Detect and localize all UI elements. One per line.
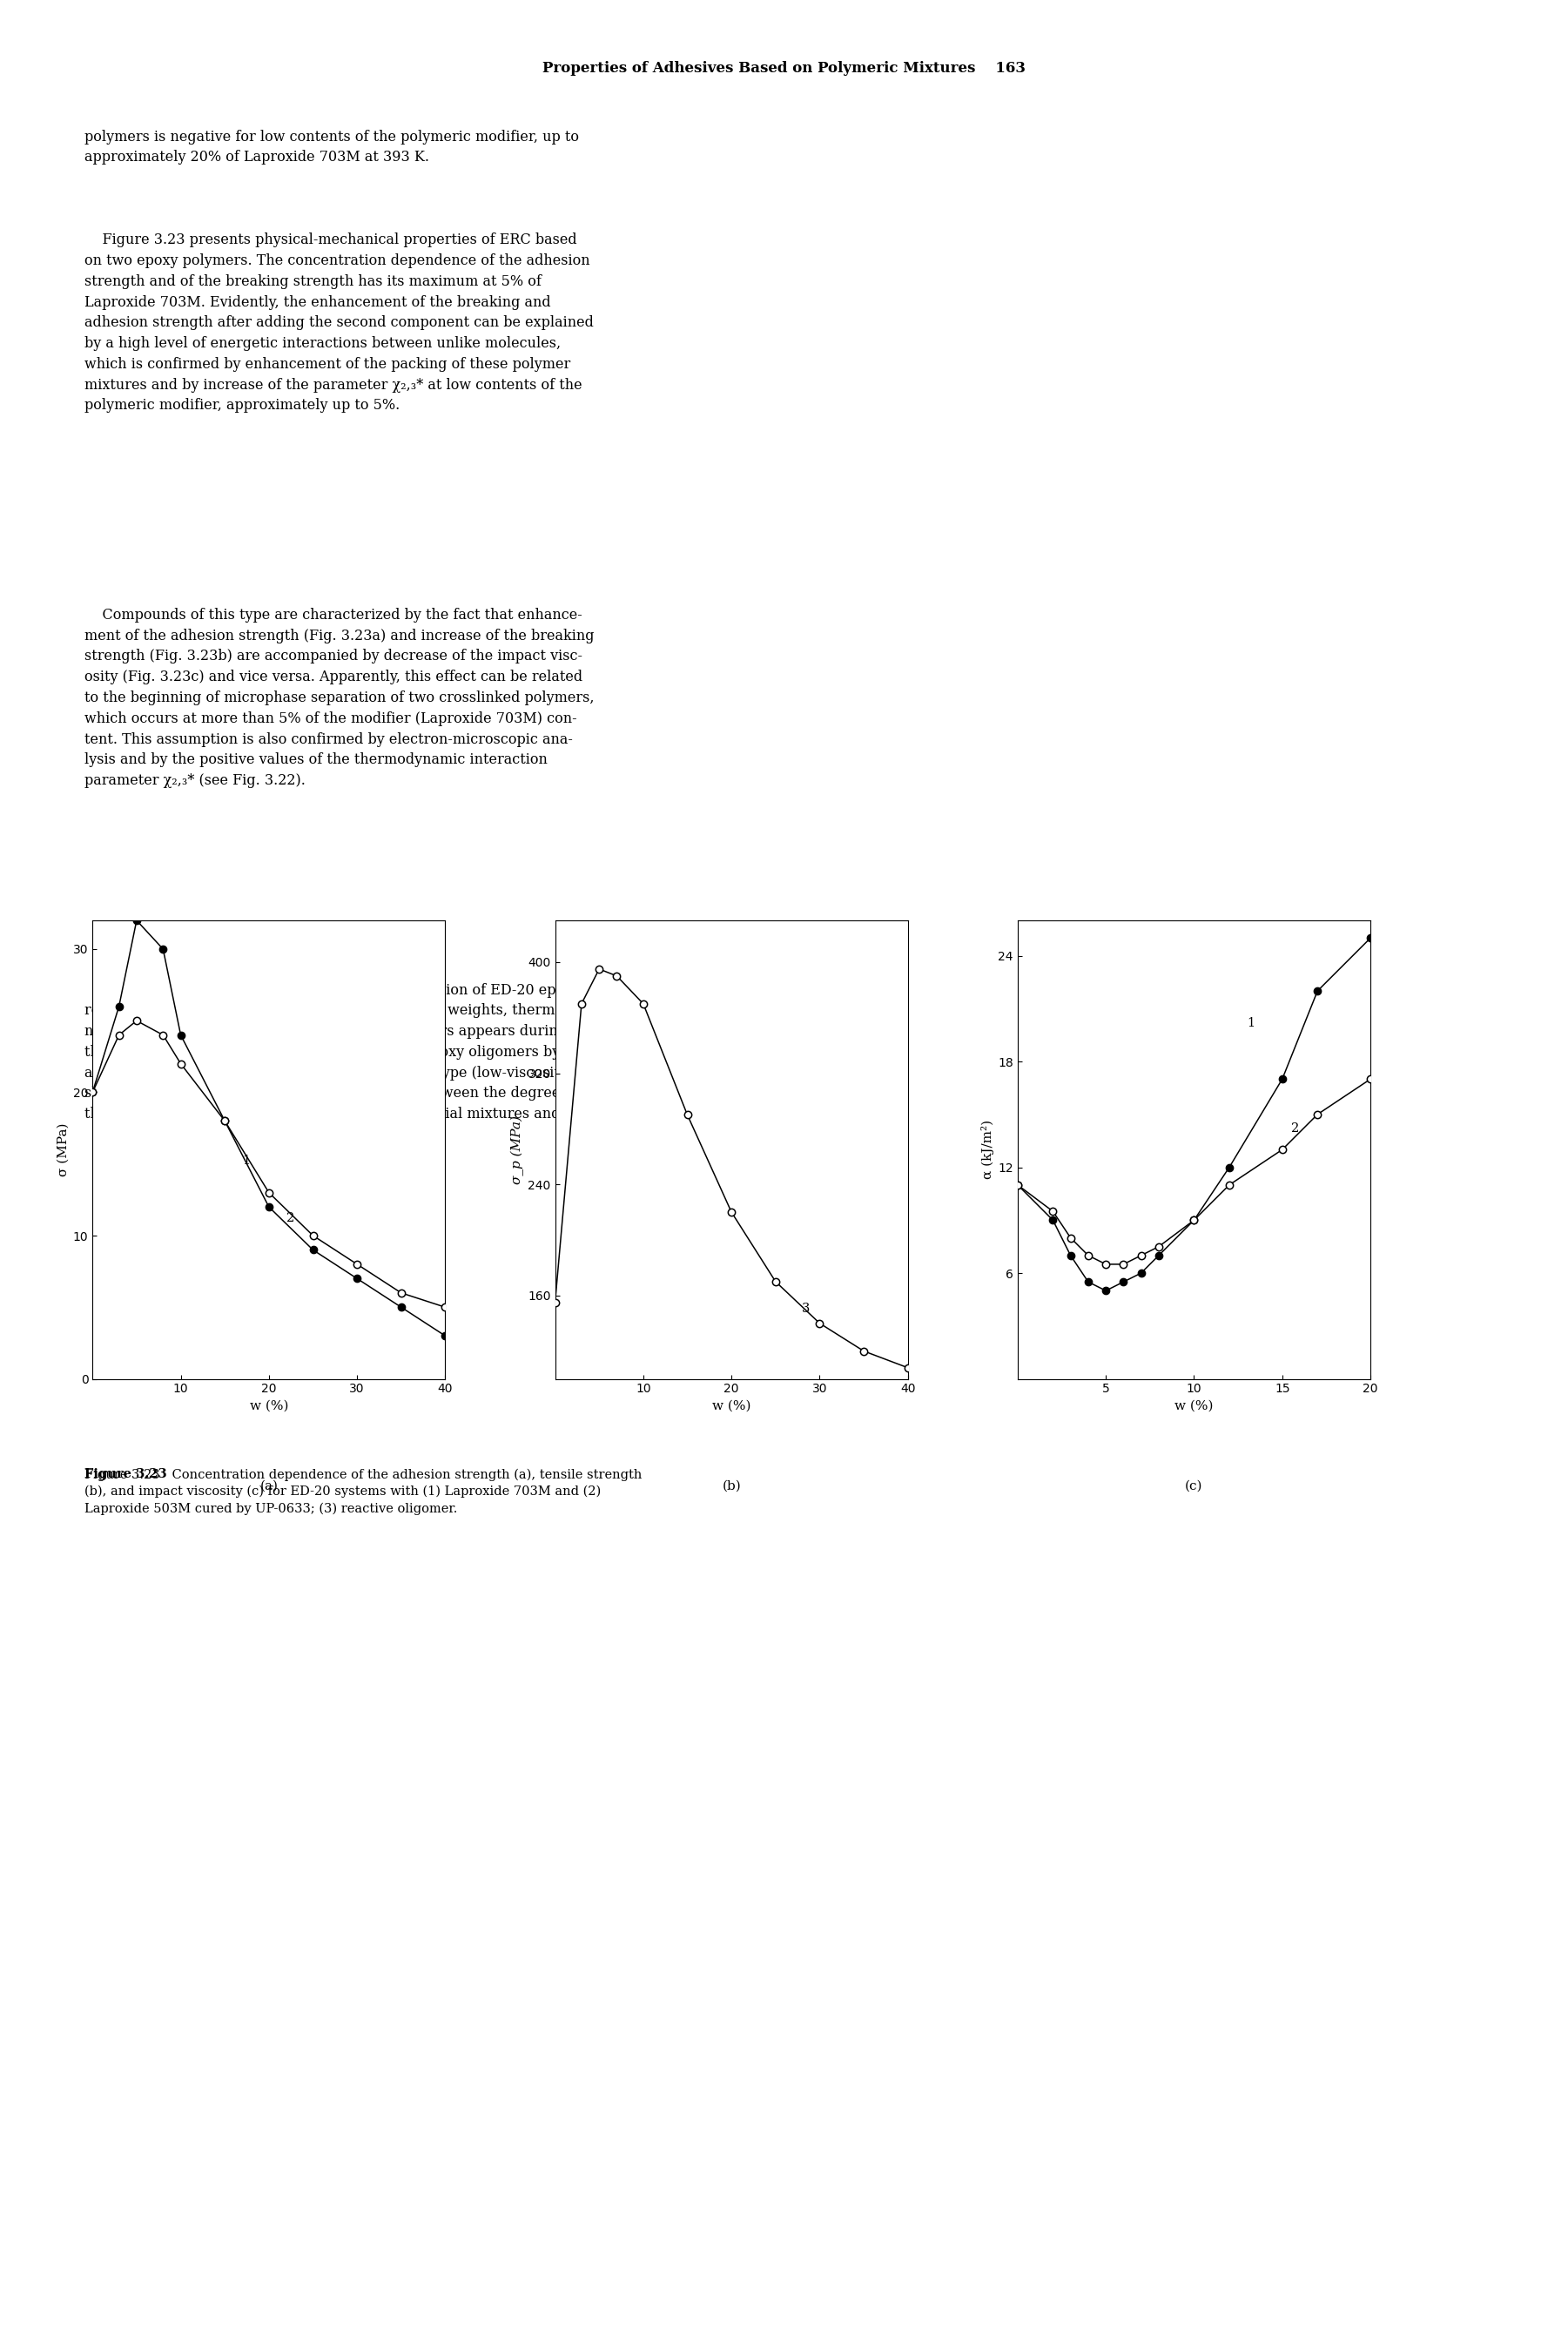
Text: Figure 3.23 presents physical-mechanical properties of ERC based
on two epoxy po: Figure 3.23 presents physical-mechanical… — [85, 233, 594, 414]
Text: 3: 3 — [803, 1302, 811, 1314]
Y-axis label: σ (MPa): σ (MPa) — [56, 1124, 69, 1176]
Text: Properties of Adhesives Based on Polymeric Mixtures    163: Properties of Adhesives Based on Polymer… — [543, 61, 1025, 75]
Text: 1: 1 — [243, 1154, 251, 1166]
Text: (c): (c) — [1185, 1479, 1203, 1493]
Text: Figure 3.23   Concentration dependence of the adhesion strength (a), tensile str: Figure 3.23 Concentration dependence of … — [85, 1467, 643, 1514]
X-axis label: w (%): w (%) — [1174, 1401, 1214, 1413]
Y-axis label: σ_p (MPa): σ_p (MPa) — [511, 1114, 524, 1185]
Text: 2: 2 — [287, 1211, 295, 1225]
Text: polymers is negative for low contents of the polymeric modifier, up to
approxima: polymers is negative for low contents of… — [85, 129, 579, 165]
Text: (a): (a) — [260, 1479, 278, 1493]
Y-axis label: α (kJ/m²): α (kJ/m²) — [982, 1119, 994, 1180]
Text: 2: 2 — [1290, 1121, 1300, 1136]
X-axis label: w (%): w (%) — [712, 1401, 751, 1413]
Text: Figure 3.23: Figure 3.23 — [85, 1467, 168, 1481]
Text: 1: 1 — [1247, 1016, 1254, 1030]
Text: Compounds of this type are characterized by the fact that enhance-
ment of the a: Compounds of this type are characterized… — [85, 609, 594, 788]
Text: Summing up the results regarding the modification of ED-20 epoxy
resin by oligoe: Summing up the results regarding the mod… — [85, 983, 591, 1121]
Text: (b): (b) — [721, 1479, 742, 1493]
X-axis label: w (%): w (%) — [249, 1401, 289, 1413]
